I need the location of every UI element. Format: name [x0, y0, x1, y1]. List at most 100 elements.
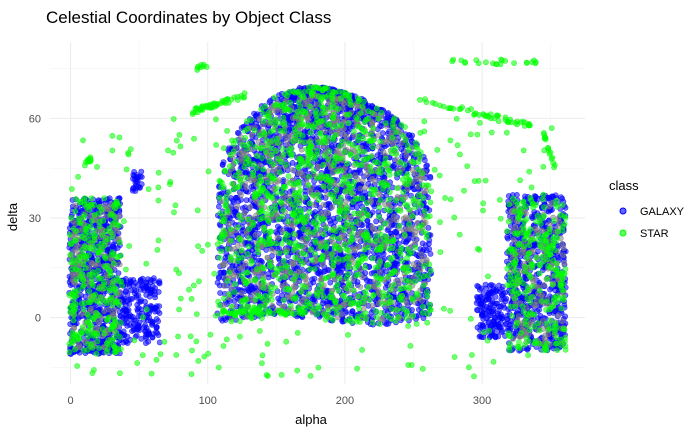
other-point — [369, 119, 376, 126]
other-point — [375, 143, 382, 150]
galaxy-point — [492, 320, 499, 327]
galaxy-point — [310, 279, 317, 286]
galaxy-point — [547, 286, 553, 293]
other-point — [423, 187, 429, 194]
galaxy-point — [122, 312, 129, 319]
galaxy-point — [546, 195, 553, 202]
galaxy-point — [402, 239, 409, 246]
other-point — [302, 241, 309, 248]
galaxy-point — [138, 306, 145, 313]
galaxy-point — [217, 290, 223, 296]
other-point — [409, 166, 416, 173]
galaxy-point — [149, 334, 156, 340]
other-point — [419, 255, 425, 262]
galaxy-point — [138, 168, 145, 175]
other-point — [382, 201, 388, 208]
other-point — [234, 272, 240, 279]
other-point — [287, 133, 294, 140]
galaxy-point — [145, 286, 151, 293]
galaxy-point — [409, 132, 416, 139]
galaxy-point — [426, 246, 433, 252]
galaxy-point — [476, 333, 483, 340]
other-point — [291, 284, 298, 291]
galaxy-point — [552, 192, 559, 199]
galaxy-point — [427, 174, 434, 181]
galaxy-point — [508, 318, 514, 324]
galaxy-point — [473, 300, 480, 306]
galaxy-point — [131, 173, 138, 179]
galaxy-point — [120, 339, 127, 346]
other-point — [380, 149, 387, 156]
galaxy-point — [133, 332, 140, 339]
other-point — [357, 284, 364, 290]
other-point — [248, 131, 255, 138]
galaxy-point — [559, 195, 566, 202]
other-point — [359, 177, 366, 184]
galaxy-point — [421, 157, 428, 164]
galaxy-point — [150, 275, 157, 282]
galaxy-point — [531, 242, 538, 249]
other-point — [269, 302, 276, 309]
other-point — [234, 203, 241, 210]
galaxy-point — [137, 276, 144, 283]
galaxy-point — [272, 229, 279, 235]
other-point — [219, 261, 226, 268]
galaxy-point — [492, 333, 499, 340]
galaxy-point — [147, 318, 154, 324]
galaxy-point — [490, 308, 497, 315]
galaxy-point — [155, 318, 161, 325]
galaxy-point — [114, 245, 121, 251]
galaxy-point — [134, 326, 141, 333]
galaxy-point — [152, 294, 158, 301]
galaxy-point — [128, 287, 135, 294]
galaxy-point — [137, 286, 144, 293]
galaxy-point — [123, 302, 129, 308]
galaxy-point — [231, 209, 238, 215]
galaxy-point — [235, 198, 242, 205]
other-point — [252, 232, 259, 238]
galaxy-point — [414, 209, 420, 216]
other-point — [354, 231, 361, 237]
other-point — [418, 251, 424, 257]
galaxy-point — [349, 308, 356, 315]
galaxy-point — [492, 300, 499, 307]
galaxy-point — [367, 278, 374, 285]
galaxy-point — [484, 294, 491, 301]
plot-points — [66, 56, 569, 380]
other-point — [313, 101, 320, 108]
galaxy-point — [142, 298, 148, 305]
galaxy-point — [427, 250, 434, 257]
galaxy-point — [156, 278, 163, 285]
other-point — [402, 214, 409, 220]
galaxy-point — [322, 268, 329, 274]
other-point — [315, 164, 321, 171]
galaxy-point — [155, 288, 162, 295]
galaxy-point — [136, 299, 143, 305]
other-point — [369, 223, 376, 230]
galaxy-point — [134, 321, 141, 328]
galaxy-point — [155, 332, 162, 338]
galaxy-point — [156, 339, 163, 346]
other-point — [284, 138, 290, 144]
other-point — [335, 314, 341, 321]
other-point — [390, 213, 397, 220]
other-point — [369, 302, 376, 309]
galaxy-point — [220, 159, 227, 165]
galaxy-point — [145, 328, 152, 335]
other-point — [362, 184, 369, 191]
galaxy-point — [475, 283, 482, 290]
other-point — [255, 138, 262, 145]
galaxy-point — [496, 315, 503, 322]
galaxy-point — [478, 308, 485, 315]
galaxy-point — [384, 227, 391, 233]
other-point — [343, 198, 349, 205]
chart-title: Celestial Coordinates by Object Class — [46, 8, 331, 27]
galaxy-point — [373, 218, 379, 225]
galaxy-point — [215, 274, 222, 281]
galaxy-point — [425, 224, 432, 231]
other-point — [298, 146, 305, 153]
galaxy-point — [328, 143, 335, 149]
galaxy-point — [127, 278, 134, 285]
other-point — [221, 282, 228, 289]
